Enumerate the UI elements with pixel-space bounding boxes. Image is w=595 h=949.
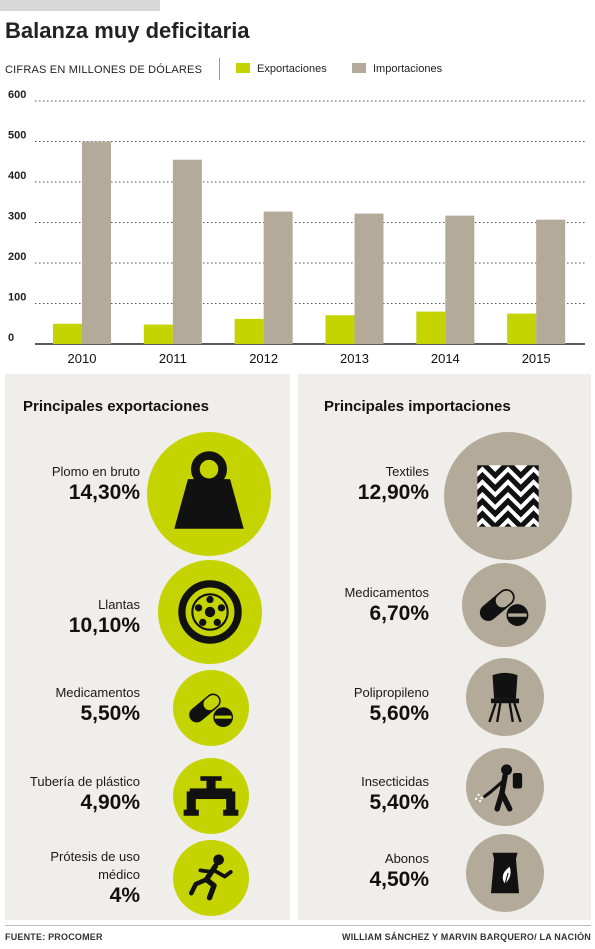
export-value-tires: 10,10% [68, 614, 140, 637]
fertilizer-bag-icon [466, 834, 544, 912]
exports-panel: Principales exportaciones Plomo en bruto… [5, 374, 290, 920]
import-bar [445, 215, 475, 344]
import-value-polypropylene: 5,60% [369, 702, 429, 725]
x-tick-label: 2010 [68, 351, 97, 366]
imports-heading: Principales importaciones [324, 398, 511, 415]
y-tick-label: 300 [8, 211, 26, 223]
export-bar [143, 324, 173, 344]
import-label-medicine: Medicamentos [344, 585, 429, 600]
export-bar [325, 315, 355, 344]
export-value-prosthesis: 4% [109, 884, 140, 907]
export-value-pipe: 4,90% [80, 791, 140, 814]
y-tick-label: 0 [8, 332, 14, 344]
export-label-prosthesis: Prótesis de uso [50, 849, 140, 864]
x-tick-label: 2013 [340, 351, 369, 366]
x-tick-label: 2012 [249, 351, 278, 366]
weight-icon [147, 432, 271, 556]
exports-heading: Principales exportaciones [23, 398, 209, 415]
unit-label: CIFRAS EN MILLONES DE DÓLARES [5, 64, 203, 76]
export-label-prosthesis-line2: médico [98, 867, 140, 882]
footer-source: FUENTE: PROCOMER [5, 932, 103, 942]
import-bar [172, 159, 202, 344]
y-tick-label: 100 [8, 292, 26, 304]
sprayer-person-icon [466, 748, 544, 826]
import-label-fertilizer: Abonos [384, 851, 429, 866]
export-label-tires: Llantas [98, 597, 140, 612]
legend-separator [219, 58, 220, 80]
pills-icon [462, 563, 546, 647]
import-label-insecticides: Insecticidas [361, 774, 429, 789]
import-label-polypropylene: Polipropileno [353, 685, 429, 700]
import-bar [263, 211, 293, 344]
import-bar [536, 219, 566, 344]
legend-label-imports: Importaciones [373, 63, 443, 75]
legend-exports: Exportaciones [236, 63, 327, 75]
legend-swatch-exports [236, 63, 250, 73]
y-tick-label: 600 [8, 89, 26, 101]
import-value-textiles: 12,90% [357, 481, 429, 504]
prosthetic-runner-icon [173, 840, 249, 916]
export-bar [234, 318, 264, 344]
export-bar [507, 313, 537, 344]
tire-icon [158, 560, 262, 664]
import-value-insecticides: 5,40% [369, 791, 429, 814]
y-tick-label: 500 [8, 130, 26, 142]
textile-pattern-icon [444, 432, 572, 560]
x-tick-label: 2014 [431, 351, 460, 366]
export-label-lead: Plomo en bruto [51, 464, 140, 479]
x-tick-label: 2015 [522, 351, 551, 366]
import-bar [354, 213, 384, 344]
import-label-textiles: Textiles [385, 464, 429, 479]
import-value-fertilizer: 4,50% [369, 868, 429, 891]
export-label-pipe: Tubería de plástico [29, 774, 140, 789]
y-tick-label: 200 [8, 251, 26, 263]
export-value-lead: 14,30% [68, 481, 140, 504]
export-bar [53, 323, 82, 344]
x-tick-label: 2011 [159, 351, 187, 366]
footer-divider [5, 925, 591, 926]
legend-imports: Importaciones [352, 63, 442, 75]
legend-swatch-imports [352, 63, 366, 73]
footer-credit: WILLIAM SÁNCHEZ Y MARVIN BARQUERO/ LA NA… [342, 932, 591, 942]
bar-chart: 0 100 200 300 400 500 600 2010 2011 2012 2013 2014 2… [8, 89, 585, 366]
imports-panel: Principales importaciones Textiles 12,90… [298, 374, 591, 920]
y-tick-label: 400 [8, 170, 26, 182]
top-accent-bar [0, 0, 160, 11]
import-value-medicine: 6,70% [369, 602, 429, 625]
export-label-medicine: Medicamentos [55, 685, 140, 700]
pipe-faucet-icon [173, 758, 249, 834]
pills-icon [173, 670, 249, 746]
chart-title: Balanza muy deficitaria [5, 18, 250, 43]
export-bar [416, 311, 446, 344]
import-bar [82, 141, 111, 344]
legend-label-exports: Exportaciones [257, 63, 327, 75]
export-value-medicine: 5,50% [80, 702, 140, 725]
chair-icon [466, 658, 544, 736]
